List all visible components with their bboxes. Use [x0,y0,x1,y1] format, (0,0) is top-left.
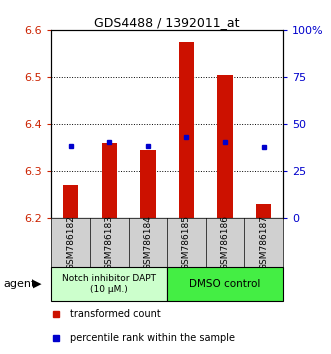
Bar [217,75,233,218]
Text: agent: agent [3,279,36,289]
Text: GSM786186: GSM786186 [220,215,230,270]
Text: GSM786185: GSM786185 [182,215,191,270]
Text: GSM786184: GSM786184 [143,215,152,270]
Bar [140,150,156,218]
Bar [51,267,167,301]
Text: percentile rank within the sample: percentile rank within the sample [70,332,235,343]
Bar [167,267,283,301]
Text: DMSO control: DMSO control [189,279,261,289]
Bar [179,42,194,218]
Text: GSM786187: GSM786187 [259,215,268,270]
Text: GSM786182: GSM786182 [66,215,75,270]
Bar [102,143,117,218]
Text: ▶: ▶ [33,279,42,289]
Bar [63,185,78,218]
Text: Notch inhibitor DAPT
(10 μM.): Notch inhibitor DAPT (10 μM.) [62,274,156,294]
Title: GDS4488 / 1392011_at: GDS4488 / 1392011_at [94,16,240,29]
Text: transformed count: transformed count [70,309,161,319]
Bar [256,204,271,218]
Text: GSM786183: GSM786183 [105,215,114,270]
